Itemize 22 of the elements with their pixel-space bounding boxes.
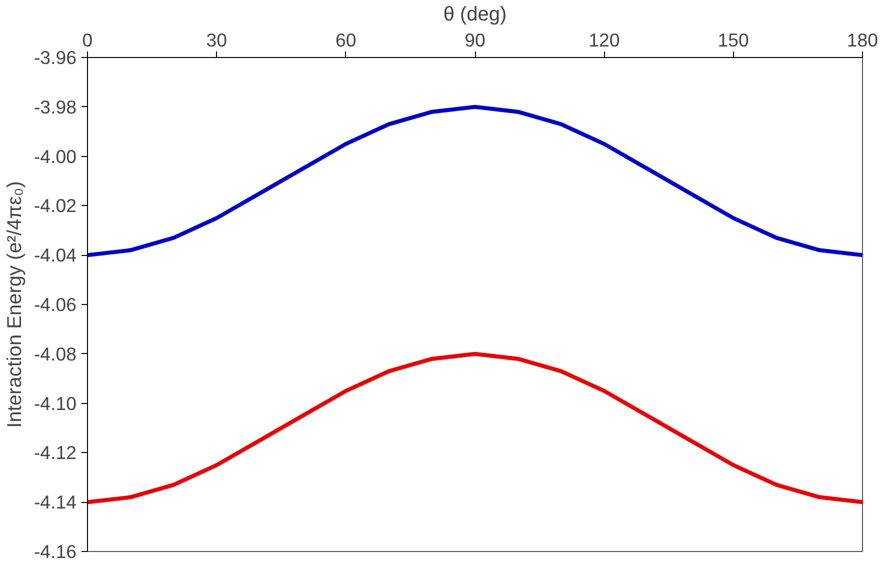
x-tick-label: 150: [718, 30, 749, 50]
y-tick-label: -4.06: [34, 294, 77, 315]
x-tick-label: 0: [82, 30, 93, 50]
y-tick-label: -4.12: [34, 442, 77, 464]
y-tick-label: -3.98: [34, 96, 77, 118]
x-tick-label: 90: [464, 30, 486, 50]
y-tick-label: -4.02: [34, 195, 77, 216]
y-tick-label: -4.10: [34, 392, 77, 414]
y-axis-title: Interaction Energy (e²/4πε₀): [4, 181, 26, 428]
x-tick-label: 120: [588, 30, 620, 50]
x-axis-title: θ (deg): [443, 4, 507, 26]
line-series: [88, 352, 862, 504]
x-tick-label: 180: [846, 30, 878, 50]
x-tick-label: 30: [206, 30, 228, 50]
y-tick-label: -4.08: [34, 343, 77, 364]
y-tick-label: -3.96: [34, 47, 77, 68]
y-tick-label: -4.16: [34, 541, 77, 562]
y-tick-label: -4.00: [34, 146, 77, 167]
y-tick-label: -4.14: [34, 492, 77, 513]
x-tick-label: 60: [335, 30, 356, 50]
line-series: [88, 104, 862, 258]
y-tick-label: -4.04: [34, 244, 77, 266]
